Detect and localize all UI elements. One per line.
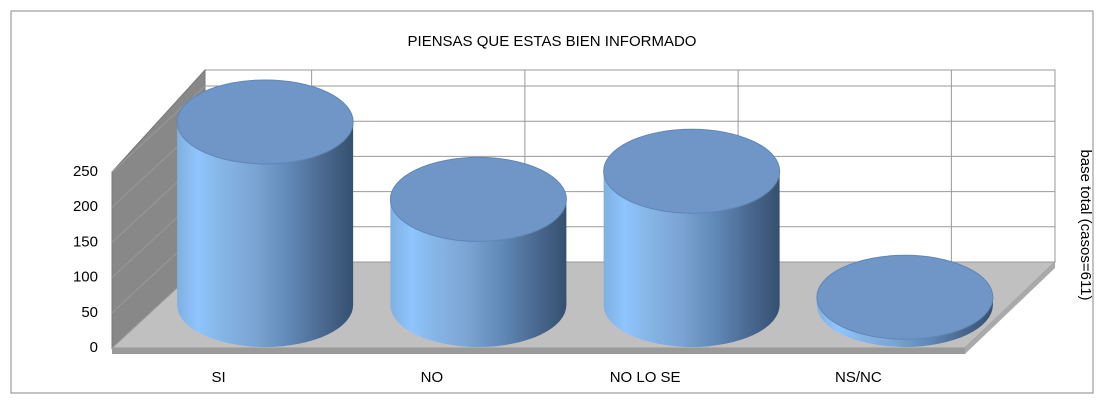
x-tick-label: NS/NC <box>835 369 882 386</box>
cylinder <box>176 79 354 347</box>
floor-edge <box>965 262 1055 354</box>
cylinder <box>603 128 781 347</box>
cylinder <box>389 156 567 347</box>
y-tick-label: 250 <box>73 163 98 180</box>
cylinder-top <box>176 79 354 165</box>
x-tick-label: NO LO SE <box>610 369 681 386</box>
floor-edge <box>112 348 965 354</box>
y-tick-label: 50 <box>81 304 98 321</box>
cylinder-top <box>389 156 567 242</box>
y-tick-label: 150 <box>73 233 98 250</box>
y-axis-title: base total (casos=611) <box>1077 149 1094 300</box>
x-tick-label: NO <box>421 369 444 386</box>
y-tick-label: 200 <box>73 198 98 215</box>
y-tick-label: 100 <box>73 269 98 286</box>
cylinder-top <box>603 128 781 214</box>
cylinder <box>816 254 994 347</box>
y-tick-label: 0 <box>90 339 98 356</box>
cylinder-top <box>816 254 994 340</box>
x-tick-label: SI <box>212 369 226 386</box>
chart-title: PIENSAS QUE ESTAS BIEN INFORMADO <box>408 33 697 50</box>
